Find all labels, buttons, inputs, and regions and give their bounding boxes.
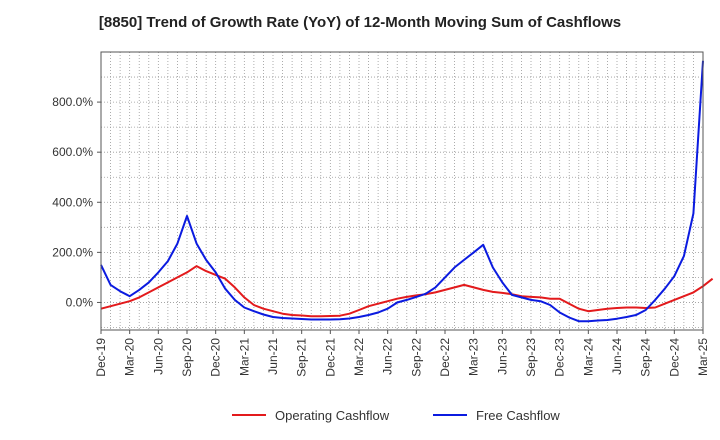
y-tick-label: 200.0% (52, 245, 93, 259)
x-tick-label: Dec-19 (94, 338, 108, 377)
y-tick-label: 400.0% (52, 195, 93, 209)
x-tick-label: Mar-21 (237, 338, 251, 376)
x-tick-labels: Dec-19 Mar-20 Jun-20 Sep-20 Dec-20 Mar-21 Jun-… (94, 330, 710, 377)
x-tick-label: Dec-20 (209, 338, 223, 377)
x-tick-label: Mar-22 (352, 338, 366, 376)
y-tick-label: 800.0% (52, 95, 93, 109)
x-tick-label: Mar-25 (696, 338, 710, 376)
series-line-free-cashflow (100, 60, 704, 323)
x-tick-label: Dec-24 (667, 338, 681, 377)
x-tick-label: Mar-23 (467, 338, 481, 376)
legend-label-free-cashflow: Free Cashflow (476, 408, 560, 423)
x-tick-label: Mar-20 (123, 338, 137, 376)
x-tick-label: Dec-23 (553, 338, 567, 377)
x-tick-label: Jun-21 (266, 338, 280, 375)
y-tick-label: 600.0% (52, 145, 93, 159)
y-tick-labels: 0.0% 200.0% 400.0% 600.0% 800.0% (52, 95, 101, 309)
plot-frame (100, 51, 704, 331)
x-tick-label: Dec-21 (323, 338, 337, 377)
x-tick-label: Sep-21 (295, 338, 309, 377)
x-tick-label: Mar-24 (581, 338, 595, 376)
x-tick-label: Jun-23 (495, 338, 509, 375)
y-tick-label: 0.0% (66, 295, 94, 309)
plot-area (101, 52, 703, 330)
x-tick-label: Dec-22 (438, 338, 452, 377)
grid-lines (101, 52, 703, 330)
x-tick-label: Jun-24 (610, 338, 624, 375)
legend: Operating Cashflow Free Cashflow (232, 408, 560, 423)
series-line-operating-cashflow (100, 265, 714, 318)
legend-label-operating-cashflow: Operating Cashflow (275, 408, 390, 423)
x-tick-label: Sep-24 (639, 338, 653, 377)
x-tick-label: Sep-22 (409, 338, 423, 377)
series-lines (100, 60, 714, 323)
x-tick-label: Sep-23 (524, 338, 538, 377)
x-tick-label: Jun-22 (381, 338, 395, 375)
x-tick-label: Sep-20 (180, 338, 194, 377)
x-tick-label: Jun-20 (151, 338, 165, 375)
chart-title: [8850] Trend of Growth Rate (YoY) of 12-… (98, 14, 622, 31)
